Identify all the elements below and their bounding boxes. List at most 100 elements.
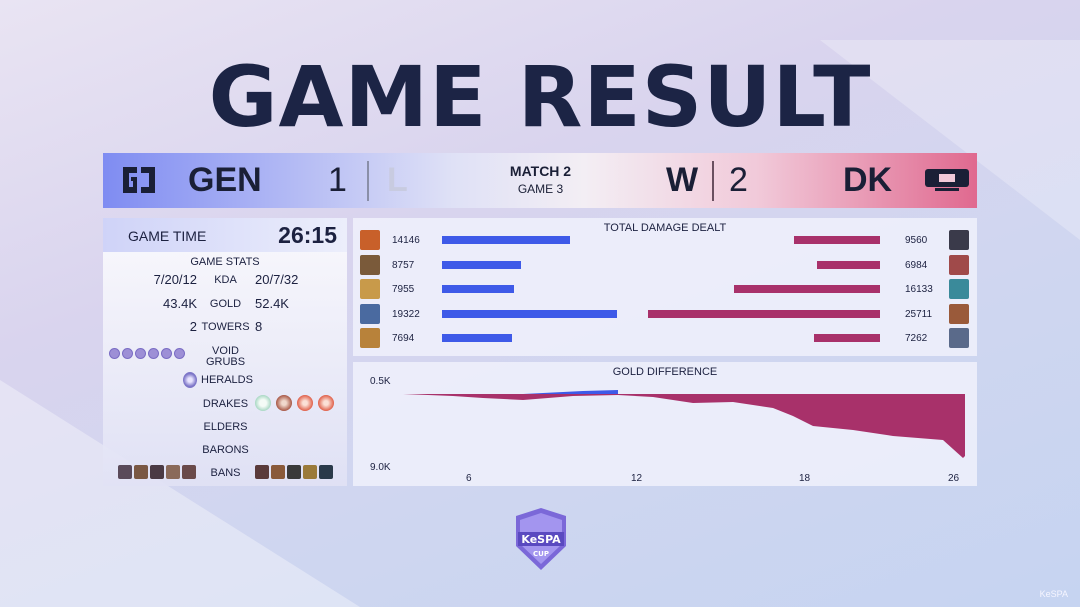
right-damage-value: 7262 bbox=[905, 333, 928, 344]
gold-blue-area bbox=[403, 390, 618, 395]
game-label: GAME 3 bbox=[517, 182, 564, 196]
svg-text:CUP: CUP bbox=[533, 550, 549, 558]
game-time-bar: GAME TIME 26:15 bbox=[103, 218, 347, 252]
elders-label: ELDERS bbox=[203, 421, 248, 433]
void-grub-icon bbox=[148, 348, 159, 359]
infernal-drake-icon bbox=[297, 395, 313, 411]
right-team-name: DK bbox=[843, 161, 893, 199]
gold-axis-tick: 6 bbox=[466, 473, 472, 484]
game-time-value: 26:15 bbox=[278, 222, 337, 248]
right-team-result: W bbox=[666, 161, 699, 199]
barons-label: BARONS bbox=[202, 444, 249, 456]
herald-icon bbox=[183, 372, 197, 388]
scoreboard: GEN 1 L MATCH 2 GAME 3 W 2 DK bbox=[103, 153, 977, 208]
gen-logo-icon bbox=[123, 167, 155, 193]
bans-label: BANS bbox=[210, 467, 241, 479]
left-damage-bar bbox=[442, 334, 512, 342]
left-kda: 7/20/12 bbox=[153, 272, 197, 287]
ban-champion-icon bbox=[182, 465, 196, 479]
right-champion-icon bbox=[949, 279, 969, 299]
divider bbox=[367, 161, 369, 201]
left-towers: 2 bbox=[189, 319, 197, 334]
void-grub-icon bbox=[109, 348, 120, 359]
left-champion-icon bbox=[360, 328, 380, 348]
right-kda: 20/7/32 bbox=[255, 272, 299, 287]
ban-champion-icon bbox=[118, 465, 132, 479]
ban-champion-icon bbox=[134, 465, 148, 479]
gold-axis-tick: 12 bbox=[631, 473, 643, 484]
gold-axis-tick: 18 bbox=[799, 473, 811, 484]
towers-label: TOWERS bbox=[201, 321, 250, 333]
void-grub-icon bbox=[122, 348, 133, 359]
right-damage-value: 6984 bbox=[905, 260, 928, 271]
infernal-drake-icon bbox=[318, 395, 334, 411]
left-team-name: GEN bbox=[188, 161, 262, 199]
left-damage-bar bbox=[442, 236, 570, 244]
page-title: GAME RESULT bbox=[208, 48, 872, 146]
game-stats-panel: GAME TIME 26:15 GAME STATS 7/20/12 KDA 2… bbox=[103, 218, 347, 486]
ban-champion-icon bbox=[166, 465, 180, 479]
right-damage-value: 9560 bbox=[905, 235, 928, 246]
right-champion-icon bbox=[949, 328, 969, 348]
game-stats-title: GAME STATS bbox=[190, 256, 260, 268]
right-damage-bar bbox=[648, 310, 880, 318]
divider bbox=[712, 161, 714, 201]
left-damage-value: 7955 bbox=[392, 284, 415, 295]
right-towers: 8 bbox=[255, 319, 263, 334]
heralds-label: HERALDS bbox=[201, 374, 253, 386]
kespa-cup-logo-icon: KeSPA CUP bbox=[516, 508, 566, 570]
left-champion-icon bbox=[360, 304, 380, 324]
right-gold: 52.4K bbox=[255, 296, 289, 311]
gold-axis-top-label: 0.5K bbox=[370, 376, 391, 387]
left-void-grubs bbox=[109, 346, 197, 364]
void-grub-icon bbox=[161, 348, 172, 359]
left-champion-icon bbox=[360, 255, 380, 275]
left-team-score: 1 bbox=[328, 161, 347, 199]
right-damage-value: 25711 bbox=[905, 309, 933, 320]
right-damage-bar bbox=[794, 236, 880, 244]
ban-champion-icon bbox=[150, 465, 164, 479]
gold-axis-tick: 26 bbox=[948, 473, 960, 484]
left-champion-icon bbox=[360, 230, 380, 250]
gold-axis-bottom-label: 9.0K bbox=[370, 462, 391, 473]
game-time-label: GAME TIME bbox=[128, 228, 207, 244]
left-damage-bar bbox=[442, 261, 521, 269]
right-damage-bar bbox=[814, 334, 880, 342]
right-team-score: 2 bbox=[729, 161, 748, 199]
match-label: MATCH 2 bbox=[509, 163, 572, 179]
right-champion-icon bbox=[949, 230, 969, 250]
ban-champion-icon bbox=[255, 465, 269, 479]
left-damage-bar bbox=[442, 285, 514, 293]
left-damage-value: 8757 bbox=[392, 260, 415, 271]
chemtech-drake-icon bbox=[276, 395, 292, 411]
left-damage-value: 19322 bbox=[392, 309, 420, 320]
left-damage-bar bbox=[442, 310, 617, 318]
damage-title: TOTAL DAMAGE DEALT bbox=[603, 222, 727, 234]
gold-difference-panel: GOLD DIFFERENCE 0.5K 9.0K 6 12 18 26 bbox=[353, 362, 977, 486]
watermark-logo: KeSPA bbox=[1039, 589, 1068, 599]
left-gold: 43.4K bbox=[163, 296, 197, 311]
drakes-label: DRAKES bbox=[202, 398, 249, 410]
void-grubs-label: VOID GRUBS bbox=[205, 345, 246, 368]
ban-champion-icon bbox=[271, 465, 285, 479]
gold-red-area bbox=[403, 394, 965, 458]
right-damage-bar bbox=[817, 261, 880, 269]
cloud-drake-icon bbox=[255, 395, 271, 411]
right-damage-bar bbox=[734, 285, 880, 293]
dk-logo-icon bbox=[925, 169, 969, 191]
gold-row: 43.4K GOLD 52.4K bbox=[103, 296, 347, 314]
left-damage-value: 7694 bbox=[392, 333, 415, 344]
right-champion-icon bbox=[949, 304, 969, 324]
kda-row: 7/20/12 KDA 20/7/32 bbox=[103, 272, 347, 290]
right-champion-icon bbox=[949, 255, 969, 275]
void-grub-icon bbox=[174, 348, 185, 359]
gold-label: GOLD bbox=[209, 298, 242, 310]
damage-panel: TOTAL DAMAGE DEALT 14146 9560 8757 6984 7955… bbox=[353, 218, 977, 356]
gold-difference-title: GOLD DIFFERENCE bbox=[612, 366, 718, 378]
kda-label: KDA bbox=[214, 274, 237, 286]
left-champion-icon bbox=[360, 279, 380, 299]
void-grub-icon bbox=[135, 348, 146, 359]
towers-row: 2 TOWERS 8 bbox=[103, 319, 347, 337]
ban-champion-icon bbox=[319, 465, 333, 479]
svg-text:KeSPA: KeSPA bbox=[521, 533, 561, 546]
